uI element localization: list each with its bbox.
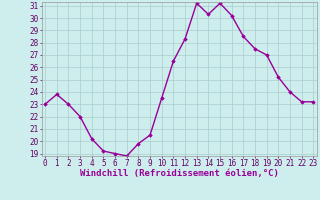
X-axis label: Windchill (Refroidissement éolien,°C): Windchill (Refroidissement éolien,°C) (80, 169, 279, 178)
